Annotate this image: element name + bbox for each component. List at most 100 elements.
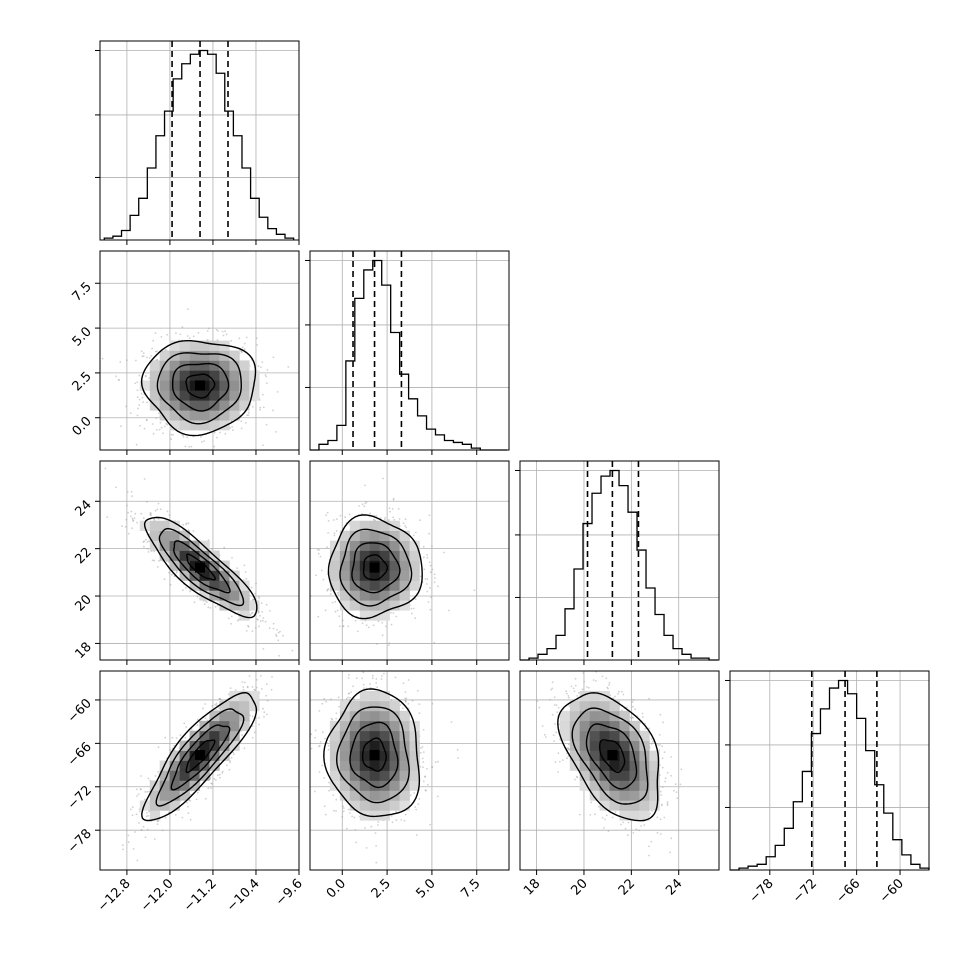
scatter-point xyxy=(423,546,425,548)
scatter-point xyxy=(244,348,246,350)
scatter-point xyxy=(337,610,339,612)
scatter-point xyxy=(186,458,188,460)
scatter-point xyxy=(256,687,258,689)
density-cell xyxy=(360,541,370,551)
scatter-point xyxy=(246,578,248,580)
scatter-point xyxy=(429,587,431,589)
scatter-point xyxy=(197,724,199,726)
scatter-point xyxy=(364,485,366,487)
scatter-point xyxy=(389,511,391,513)
scatter-point xyxy=(137,408,139,410)
scatter-point xyxy=(261,611,263,613)
scatter-point xyxy=(134,383,136,385)
scatter-point xyxy=(207,330,209,332)
scatter-point xyxy=(262,620,264,622)
scatter-point xyxy=(205,798,207,800)
scatter-point xyxy=(226,334,228,336)
scatter-point xyxy=(125,406,127,408)
scatter-point xyxy=(256,337,258,339)
density-cell xyxy=(190,761,200,771)
scatter-point xyxy=(269,610,271,612)
scatter-point xyxy=(427,557,429,559)
scatter-point xyxy=(278,632,280,634)
scatter-point xyxy=(125,526,127,528)
scatter-point xyxy=(333,535,335,537)
scatter-point xyxy=(261,688,263,690)
scatter-point xyxy=(323,579,325,581)
scatter-point xyxy=(426,583,428,585)
scatter-point xyxy=(161,336,163,338)
scatter-point xyxy=(204,603,206,605)
scatter-point xyxy=(193,335,195,337)
scatter-point xyxy=(115,375,117,377)
scatter-point xyxy=(120,425,122,427)
scatter-point xyxy=(143,355,145,357)
scatter-point xyxy=(391,624,393,626)
scatter-point xyxy=(245,571,247,573)
hist-panel-1 xyxy=(305,251,509,455)
density-cell xyxy=(180,380,190,390)
scatter-point xyxy=(171,737,173,739)
scatter-point xyxy=(182,326,184,328)
scatter-point xyxy=(338,615,340,617)
scatter-point xyxy=(261,602,263,604)
scatter-point xyxy=(141,393,143,395)
density-cell xyxy=(370,541,380,551)
scatter-point xyxy=(130,412,132,414)
scatter-point xyxy=(362,622,364,624)
scatter-point xyxy=(222,331,224,333)
scatter-point xyxy=(236,567,238,569)
scatter-point xyxy=(207,339,209,341)
density-cell xyxy=(150,380,160,390)
scatter-point xyxy=(256,679,258,681)
density-cell xyxy=(170,380,180,390)
scatter-point xyxy=(197,792,199,794)
scatter-point xyxy=(137,396,139,398)
scatter-point xyxy=(231,426,233,428)
scatter-point xyxy=(152,340,154,342)
scatter-point xyxy=(253,689,255,691)
scatter-point xyxy=(363,505,365,507)
scatter-point xyxy=(125,519,127,521)
scatter-point xyxy=(335,611,337,613)
density-cell xyxy=(370,610,380,620)
scatter-point xyxy=(275,634,277,636)
scatter-point xyxy=(430,565,432,567)
scatter-point xyxy=(121,525,123,527)
scatter-point xyxy=(231,557,233,559)
scatter-point xyxy=(148,791,150,793)
scatter-point xyxy=(185,726,187,728)
scatter-point xyxy=(200,436,202,438)
scatter-point xyxy=(190,819,192,821)
scatter-point xyxy=(258,724,260,726)
scatter-point xyxy=(136,795,138,797)
density-cell xyxy=(340,571,350,581)
scatter-point xyxy=(171,434,173,436)
scatter-point xyxy=(165,817,167,819)
scatter-point xyxy=(213,446,215,448)
scatter-point xyxy=(229,769,231,771)
scatter-point xyxy=(131,495,133,497)
density-cell xyxy=(340,590,350,600)
scatter-point xyxy=(255,583,257,585)
scatter-point xyxy=(242,681,244,683)
scatter-point xyxy=(330,593,332,595)
scatter-point xyxy=(244,682,246,684)
scatter-point xyxy=(189,591,191,593)
scatter-point xyxy=(376,643,378,645)
scatter-point xyxy=(191,446,193,448)
scatter-point xyxy=(152,559,154,561)
scatter-point xyxy=(194,601,196,603)
scatter-point xyxy=(155,332,157,334)
scatter-point xyxy=(206,601,208,603)
scatter-point xyxy=(266,683,268,685)
scatter-point xyxy=(138,793,140,795)
scatter-point xyxy=(144,799,146,801)
density-cell xyxy=(209,731,219,741)
scatter-point xyxy=(358,505,360,507)
scatter-point xyxy=(263,716,265,718)
scatter-point xyxy=(166,334,168,336)
scatter-point xyxy=(156,429,158,431)
scatter-point xyxy=(384,517,386,519)
density-cell xyxy=(350,580,360,590)
